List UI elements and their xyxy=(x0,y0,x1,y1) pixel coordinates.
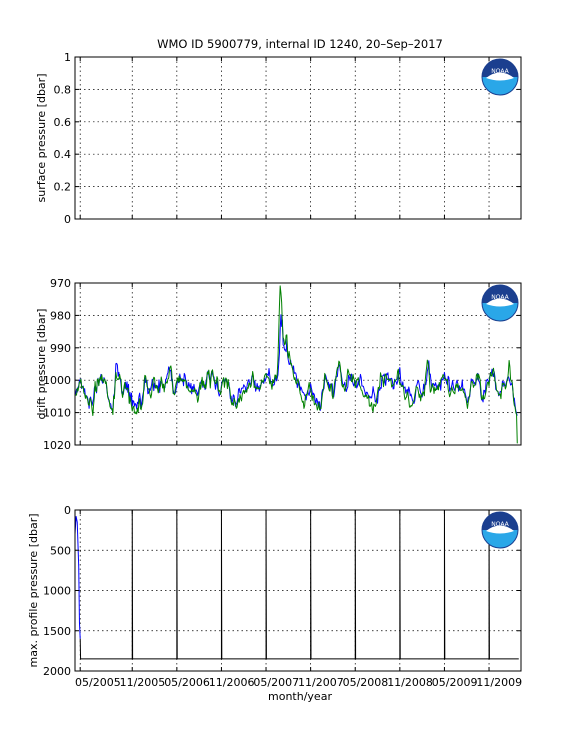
logo-sky xyxy=(482,59,518,77)
y-tick-label: 0.6 xyxy=(54,116,72,129)
logo-text: NOAA xyxy=(491,294,509,301)
x-tick-label: 11/2007 xyxy=(298,676,344,689)
y-axis-label: surface pressure [dbar] xyxy=(35,74,48,203)
y-tick-label: 1500 xyxy=(43,625,71,638)
plot-lines xyxy=(74,285,518,444)
y-axis-ticks: 0 500 1000 1500 2000 xyxy=(43,504,521,678)
x-axis-ticks xyxy=(79,283,490,445)
y-axis-label: max. profile pressure [dbar] xyxy=(27,513,40,667)
y-tick-label: 2000 xyxy=(43,665,71,678)
y-tick-label: 0 xyxy=(64,213,71,226)
y-tick-label: 970 xyxy=(50,277,71,290)
y-tick-label: 1 xyxy=(64,51,71,64)
y-tick-label: 0 xyxy=(64,504,71,517)
series-line xyxy=(79,509,519,660)
y-axis-ticks: 970 980 990 1000 1010 1020 xyxy=(43,277,521,452)
logo-bird xyxy=(486,525,514,534)
y-tick-label: 1000 xyxy=(43,374,71,387)
series-line xyxy=(74,314,518,416)
logo-sky xyxy=(482,285,518,303)
x-tick-label: 05/2007 xyxy=(253,676,299,689)
logo-text: NOAA xyxy=(491,68,509,75)
x-tick-label: 11/2005 xyxy=(120,676,166,689)
x-tick-label: 05/2009 xyxy=(432,676,478,689)
y-tick-label: 1000 xyxy=(43,585,71,598)
grid-lines xyxy=(75,56,521,220)
x-axis-label: month/year xyxy=(268,690,332,703)
plot-lines xyxy=(74,509,519,660)
x-tick-label: 05/2008 xyxy=(343,676,389,689)
axes-frame xyxy=(74,282,522,446)
logo-bird xyxy=(486,298,514,307)
y-tick-label: 0.8 xyxy=(54,83,72,96)
logo-sky xyxy=(482,512,518,530)
surface-pressure-chart: 0 0.2 0.4 0.6 0.8 1 surface pressure [dbar] N… xyxy=(35,51,522,226)
x-tick-label: 11/2006 xyxy=(209,676,255,689)
series-line xyxy=(74,515,81,639)
noaa-logo: NOAA xyxy=(481,284,519,322)
y-tick-label: 0.2 xyxy=(54,181,72,194)
y-tick-label: 990 xyxy=(50,342,71,355)
y-axis-ticks: 0 0.2 0.4 0.6 0.8 1 xyxy=(54,51,521,226)
y-tick-label: 500 xyxy=(50,544,71,557)
x-tick-label: 11/2009 xyxy=(476,676,522,689)
figure-title: WMO ID 5900779, internal ID 1240, 20–Sep… xyxy=(157,37,443,51)
x-tick-label: 11/2008 xyxy=(387,676,433,689)
x-tick-label: 05/2006 xyxy=(164,676,210,689)
axes-frame xyxy=(74,56,522,220)
y-tick-label: 1010 xyxy=(43,407,71,420)
y-tick-label: 980 xyxy=(50,309,71,322)
y-axis-label: drift pressure [dbar] xyxy=(35,309,48,420)
series-line xyxy=(74,285,518,444)
x-tick-label: 05/2005 xyxy=(75,676,121,689)
noaa-logo: NOAA xyxy=(481,58,519,96)
x-axis-ticks xyxy=(79,510,490,671)
y-tick-label: 0.4 xyxy=(54,148,72,161)
drift-pressure-chart: 970 980 990 1000 1010 1020 drift pressure [db… xyxy=(35,277,522,452)
y-tick-label: 1020 xyxy=(43,439,71,452)
x-axis-ticks xyxy=(79,57,490,219)
logo-bird xyxy=(486,72,514,81)
logo-text: NOAA xyxy=(491,521,509,528)
x-axis-tick-labels: 05/200511/200505/200611/200605/200711/20… xyxy=(75,676,522,689)
noaa-logo: NOAA xyxy=(481,511,519,549)
